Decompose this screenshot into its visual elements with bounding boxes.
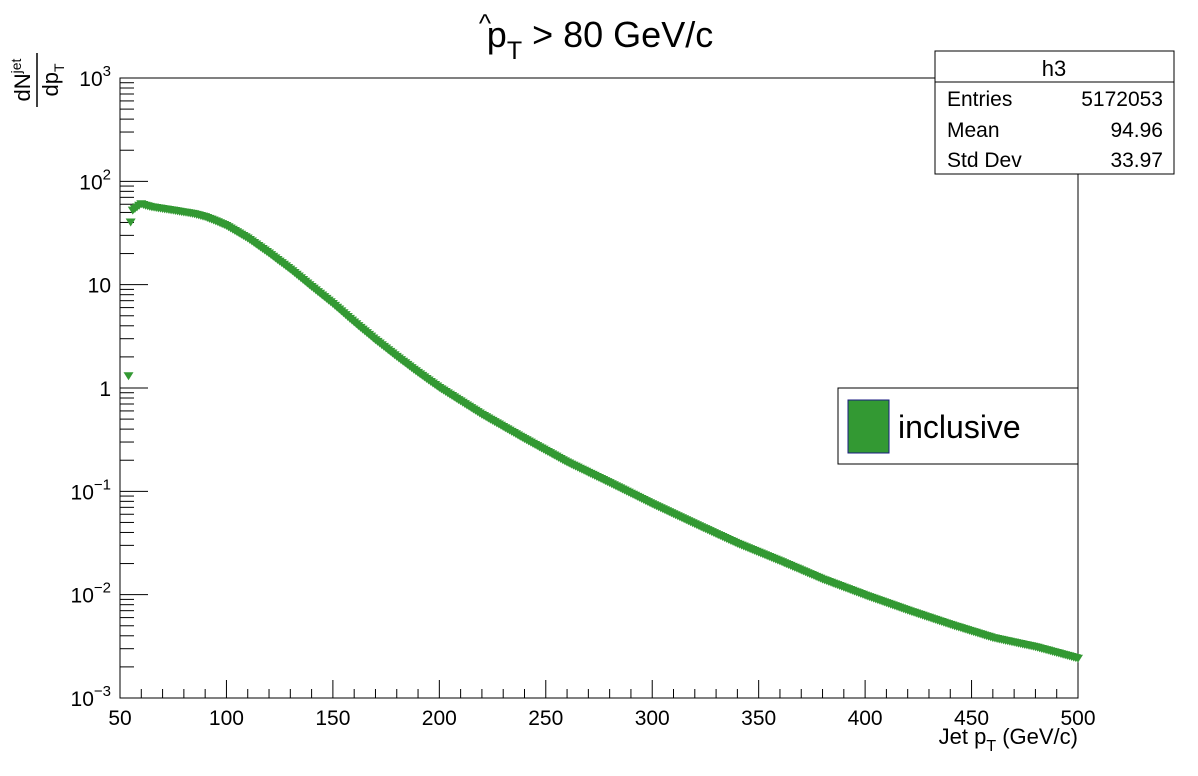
chart-title-hat: ^ (479, 8, 492, 38)
stats-entries-label: Entries (947, 88, 1012, 111)
stats-entries-value: 5172053 (1081, 88, 1163, 111)
y-tick-label: 102 (79, 166, 111, 194)
y-tick-label: 10−2 (71, 580, 111, 608)
x-tick-label: 350 (741, 707, 776, 730)
y-axis-label-denominator: dpT (38, 63, 67, 96)
x-tick-label: 150 (315, 707, 350, 730)
x-axis-label-rest: (GeV/c) (996, 724, 1078, 749)
chart-title: pT > 80 GeV/c (487, 14, 713, 65)
axis-ticks: 50 100 150 200 250 300 350 400 450 500 10−3 10−2 10−… (71, 63, 1096, 730)
x-tick-label: 250 (528, 707, 563, 730)
legend: inclusive (837, 387, 1079, 465)
x-tick-label: 500 (1060, 707, 1095, 730)
chart-title-subscript: T (507, 37, 522, 65)
stats-stddev-label: Std Dev (947, 149, 1022, 172)
data-point (125, 218, 136, 227)
y-tick-label: 10−1 (71, 476, 111, 504)
x-tick-label: 450 (954, 707, 989, 730)
stats-stddev-value: 33.97 (1110, 149, 1163, 172)
y-tick-label: 1 (99, 378, 111, 401)
x-axis-label-main: Jet p (939, 724, 987, 749)
stats-box-title: h3 (1042, 56, 1066, 81)
x-tick-label: 400 (848, 707, 883, 730)
x-tick-label: 100 (209, 707, 244, 730)
x-axis-label-subscript: T (986, 738, 996, 755)
x-tick-label: 50 (108, 707, 131, 730)
x-tick-label: 300 (635, 707, 670, 730)
y-axis-label-numerator: dNjet (8, 58, 35, 101)
y-tick-label: 103 (79, 63, 111, 91)
x-axis-label: Jet pT (GeV/c) (939, 724, 1078, 755)
chart-title-rest: > 80 GeV/c (522, 14, 713, 55)
data-point (1073, 654, 1083, 663)
legend-swatch-inclusive (847, 399, 890, 454)
stats-box-frame (934, 50, 1175, 175)
legend-label-inclusive: inclusive (898, 409, 1021, 445)
y-tick-label: 10−3 (71, 683, 111, 711)
stats-box: h3 Entries 5172053 Mean 94.96 Std Dev 33… (934, 50, 1175, 175)
x-tick-label: 200 (422, 707, 457, 730)
stats-mean-value: 94.96 (1110, 119, 1163, 142)
stats-mean-label: Mean (947, 119, 1000, 142)
data-points (123, 200, 1083, 663)
chart-title-symbol: p (487, 14, 507, 55)
y-tick-label: 10 (88, 275, 111, 298)
y-axis-label: dNjet dpT (8, 53, 67, 107)
data-point (123, 372, 134, 381)
